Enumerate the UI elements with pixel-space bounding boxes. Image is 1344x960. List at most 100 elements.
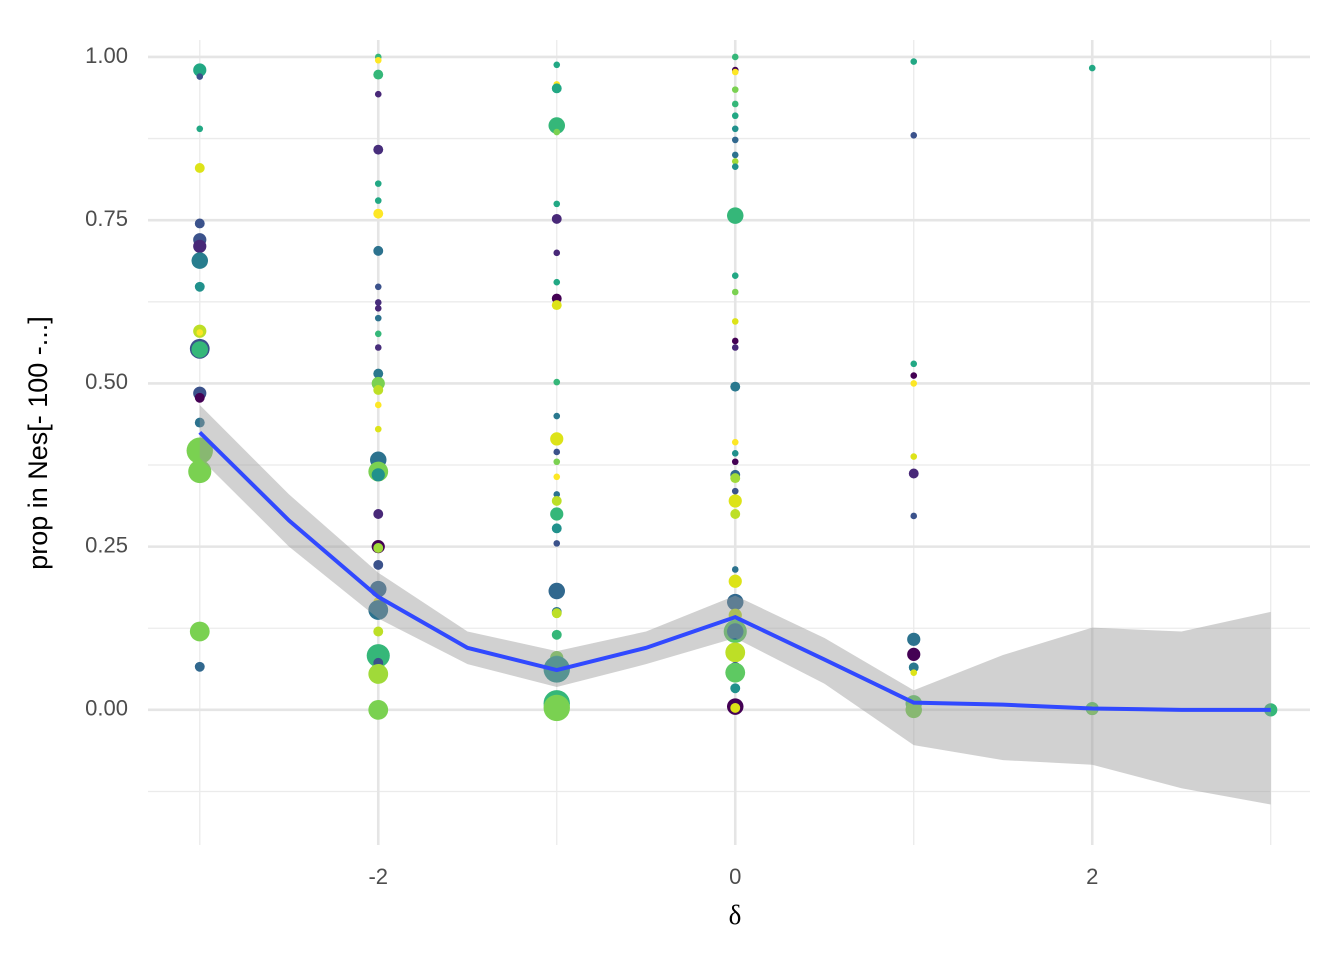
- point: [373, 384, 384, 395]
- point: [373, 69, 384, 80]
- point: [725, 662, 746, 683]
- point: [731, 125, 739, 133]
- point: [731, 100, 739, 108]
- point: [731, 318, 739, 325]
- point: [725, 642, 746, 663]
- point: [553, 473, 561, 481]
- point: [730, 509, 741, 519]
- point: [731, 288, 739, 296]
- y-tick-label: 0.25: [85, 532, 128, 557]
- point: [194, 417, 205, 428]
- x-axis-title: δ: [729, 900, 742, 930]
- x-tick-label: -2: [368, 864, 388, 889]
- point: [194, 281, 205, 292]
- point: [910, 360, 918, 368]
- point: [553, 378, 561, 386]
- point: [373, 542, 384, 553]
- point: [194, 661, 205, 672]
- point: [910, 669, 918, 676]
- point: [374, 305, 382, 312]
- point: [730, 473, 741, 484]
- point: [731, 151, 739, 159]
- point: [553, 200, 561, 208]
- point: [373, 509, 384, 519]
- point: [731, 272, 739, 279]
- point: [553, 278, 561, 286]
- point: [553, 61, 561, 69]
- point: [374, 299, 382, 306]
- point: [373, 559, 384, 570]
- point: [730, 702, 741, 713]
- point: [728, 574, 742, 588]
- point: [910, 132, 918, 139]
- point: [731, 449, 739, 457]
- point: [907, 647, 921, 661]
- point: [366, 644, 390, 668]
- y-axis-title: prop in Nes[- 100 -...]: [23, 316, 53, 570]
- point: [373, 245, 384, 256]
- point: [551, 523, 562, 534]
- y-tick-label: 1.00: [85, 43, 128, 68]
- point: [186, 437, 213, 464]
- point: [189, 621, 210, 642]
- point: [910, 453, 918, 460]
- point: [731, 163, 739, 170]
- point: [196, 73, 204, 80]
- point: [905, 701, 922, 719]
- y-tick-label: 0.50: [85, 369, 128, 394]
- point: [368, 664, 389, 684]
- point: [193, 63, 207, 77]
- point: [726, 207, 744, 224]
- point: [731, 86, 739, 93]
- point: [188, 460, 212, 484]
- point: [551, 608, 562, 619]
- point: [731, 344, 739, 351]
- point: [368, 600, 389, 620]
- point: [374, 425, 382, 433]
- x-tick-label: 0: [729, 864, 741, 889]
- point: [731, 53, 739, 61]
- point: [371, 468, 385, 482]
- point: [550, 432, 564, 446]
- point: [907, 632, 921, 646]
- point: [543, 694, 570, 722]
- point: [374, 90, 382, 98]
- point: [553, 448, 561, 456]
- point: [908, 662, 919, 673]
- point: [910, 380, 918, 387]
- point: [196, 125, 204, 133]
- point: [731, 566, 739, 573]
- point: [553, 491, 561, 498]
- y-tick-label: 0.75: [85, 206, 128, 231]
- point: [731, 487, 739, 495]
- point: [194, 218, 205, 229]
- point: [553, 540, 561, 547]
- y-tick-label: 0.00: [85, 696, 128, 721]
- point: [374, 330, 382, 338]
- point: [910, 372, 918, 379]
- point: [551, 213, 562, 224]
- point: [194, 163, 205, 173]
- point: [728, 494, 742, 508]
- point: [731, 68, 739, 76]
- point: [730, 683, 741, 694]
- point: [908, 468, 919, 479]
- point: [191, 341, 209, 358]
- point: [1088, 64, 1096, 72]
- point: [553, 412, 561, 420]
- point: [548, 117, 566, 134]
- point: [910, 512, 918, 520]
- point: [374, 283, 382, 291]
- point: [368, 699, 389, 720]
- point: [374, 197, 382, 204]
- point: [553, 458, 561, 466]
- point: [553, 249, 561, 257]
- point: [551, 495, 562, 506]
- point: [551, 83, 562, 94]
- point: [731, 438, 739, 446]
- smooth-line: [198, 430, 1271, 712]
- point: [731, 136, 739, 144]
- point: [191, 252, 209, 269]
- point: [374, 180, 382, 187]
- point: [731, 337, 739, 345]
